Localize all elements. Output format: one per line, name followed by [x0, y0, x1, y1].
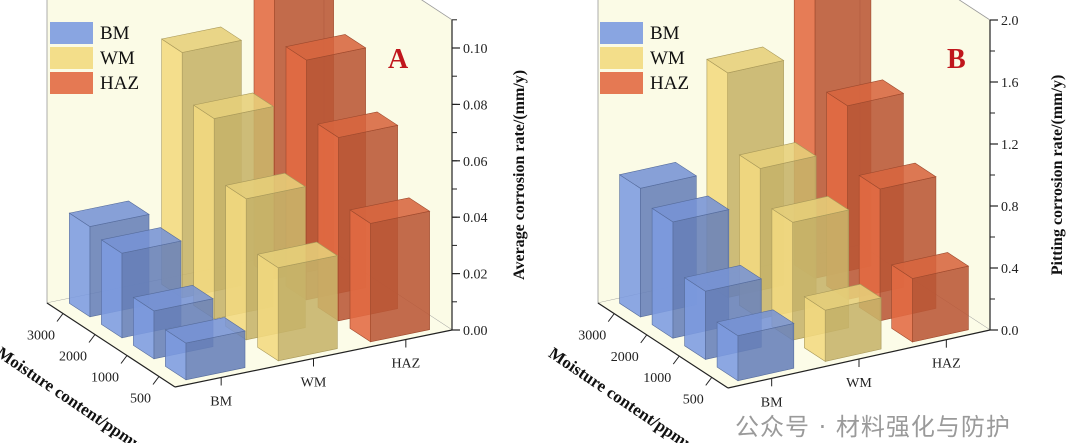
bar-top-face — [825, 79, 905, 107]
depth-tick — [120, 355, 128, 364]
bar-top-face — [164, 317, 246, 344]
depth-tick-label: 3000 — [578, 329, 606, 344]
chart-panel-a: 0.00 0.02 0.04 0.06 0.08 0.10 BM WM HAZ 500 1000 20… — [0, 0, 540, 448]
depth-tick — [88, 334, 96, 343]
z-tick-label: 1.2 — [1001, 138, 1019, 153]
bar-top-face — [771, 195, 850, 223]
bar-left-face — [684, 277, 706, 360]
bar — [716, 309, 795, 382]
bar-top-face — [651, 195, 730, 223]
bar-left-face — [257, 253, 279, 362]
bar — [256, 241, 339, 362]
bar-top-face — [132, 284, 214, 312]
depth-tick — [640, 334, 648, 344]
category-tick-label: BM — [210, 395, 232, 410]
z-tick-label: 0.4 — [1001, 262, 1019, 277]
chart-b-svg: 0.0 0.4 0.8 1.2 1.6 2.0 BM WM HAZ 500 1000 2000 3000… — [545, 0, 1066, 448]
bar-top-face — [803, 283, 882, 311]
legend-swatch-haz — [600, 72, 643, 94]
legend-label: WM — [650, 48, 685, 69]
category-tick-label: HAZ — [391, 357, 420, 372]
bar-left-face — [619, 174, 641, 318]
z-tick-label: 0.8 — [1001, 200, 1019, 215]
z-axis-title: Average corrosion rate/(mm/y) — [511, 70, 528, 280]
bar-front-face — [370, 210, 430, 343]
z-tick-label: 0.08 — [463, 98, 488, 113]
bar-top-face — [716, 309, 795, 337]
z-tick-label: 2.0 — [1001, 14, 1019, 29]
z-tick-label: 0.0 — [1001, 324, 1019, 339]
bar-top-face — [890, 252, 970, 279]
bar — [349, 197, 431, 343]
bar-left-face — [193, 104, 215, 320]
bar-top-face — [618, 161, 698, 189]
watermark: 公众号 · 材料强化与防护 — [735, 413, 1011, 441]
bar-top-face — [285, 34, 367, 61]
bar-left-face — [225, 184, 247, 341]
legend-swatch-wm — [600, 47, 643, 69]
bar-top-face — [100, 227, 182, 254]
depth-tick-label: 500 — [683, 392, 704, 407]
depth-tick-label: 3000 — [27, 329, 55, 344]
bar-front-face — [912, 265, 969, 343]
depth-tick — [56, 313, 64, 322]
bar-left-face — [651, 207, 674, 339]
legend-label: WM — [100, 48, 135, 69]
z-tick-label: 0.00 — [463, 324, 488, 339]
category-tick-label: HAZ — [932, 357, 961, 372]
legend-swatch-bm — [600, 22, 643, 44]
chart-panel-b: 0.0 0.4 0.8 1.2 1.6 2.0 BM WM HAZ 500 1000 2000 3000… — [540, 0, 1080, 448]
bar-top-face — [317, 111, 399, 138]
bar-top-face — [349, 197, 431, 224]
bar — [803, 283, 882, 362]
legend-label: HAZ — [100, 73, 139, 94]
depth-tick-label: 2000 — [611, 350, 639, 365]
bar — [164, 317, 246, 381]
bar-left-face — [69, 212, 91, 318]
depth-tick — [607, 313, 615, 322]
bar-top-face — [192, 92, 275, 119]
bar-left-face — [101, 239, 123, 339]
z-tick-label: 0.02 — [463, 268, 488, 283]
bar — [890, 252, 970, 343]
legend-label: BM — [100, 23, 130, 44]
legend-swatch-wm — [50, 47, 93, 69]
panel-label: B — [947, 44, 966, 75]
depth-tick — [672, 355, 680, 365]
category-tick-label: WM — [846, 376, 872, 391]
bar-left-face — [349, 209, 371, 343]
z-axis-title: Pitting corrosion rate/(mm/y) — [1049, 75, 1066, 276]
depth-tick-label: 500 — [130, 392, 151, 407]
bar-top-face — [683, 264, 763, 292]
z-tick-label: 0.04 — [463, 211, 488, 226]
bar-front-face — [277, 255, 338, 362]
legend-swatch-bm — [50, 22, 93, 44]
bar-top-face — [738, 142, 817, 169]
chart-a-svg: 0.00 0.02 0.04 0.06 0.08 0.10 BM WM HAZ 500 1000 20… — [0, 0, 528, 448]
panel-label: A — [388, 44, 409, 75]
z-tick-label: 0.06 — [463, 155, 488, 170]
legend-label: BM — [650, 23, 680, 44]
bar-top-face — [68, 200, 150, 227]
legend-label: HAZ — [650, 73, 689, 94]
bar-top-face — [706, 46, 785, 74]
bar-top-face — [256, 241, 339, 269]
bar-top-face — [160, 26, 243, 53]
legend-swatch-haz — [50, 72, 93, 94]
category-tick-label: WM — [301, 376, 327, 391]
bar-top-face — [224, 172, 307, 200]
depth-tick — [152, 376, 160, 385]
depth-tick-label: 1000 — [91, 371, 119, 386]
depth-tick-label: 2000 — [59, 350, 87, 365]
depth-axis-line — [597, 302, 729, 389]
category-tick-label: BM — [761, 395, 783, 410]
depth-axis-line — [46, 302, 176, 388]
z-tick-label: 1.6 — [1001, 76, 1019, 91]
bar-top-face — [858, 162, 937, 190]
z-tick-label: 0.10 — [463, 42, 488, 57]
depth-tick-label: 1000 — [643, 371, 671, 386]
depth-tick — [705, 377, 713, 386]
